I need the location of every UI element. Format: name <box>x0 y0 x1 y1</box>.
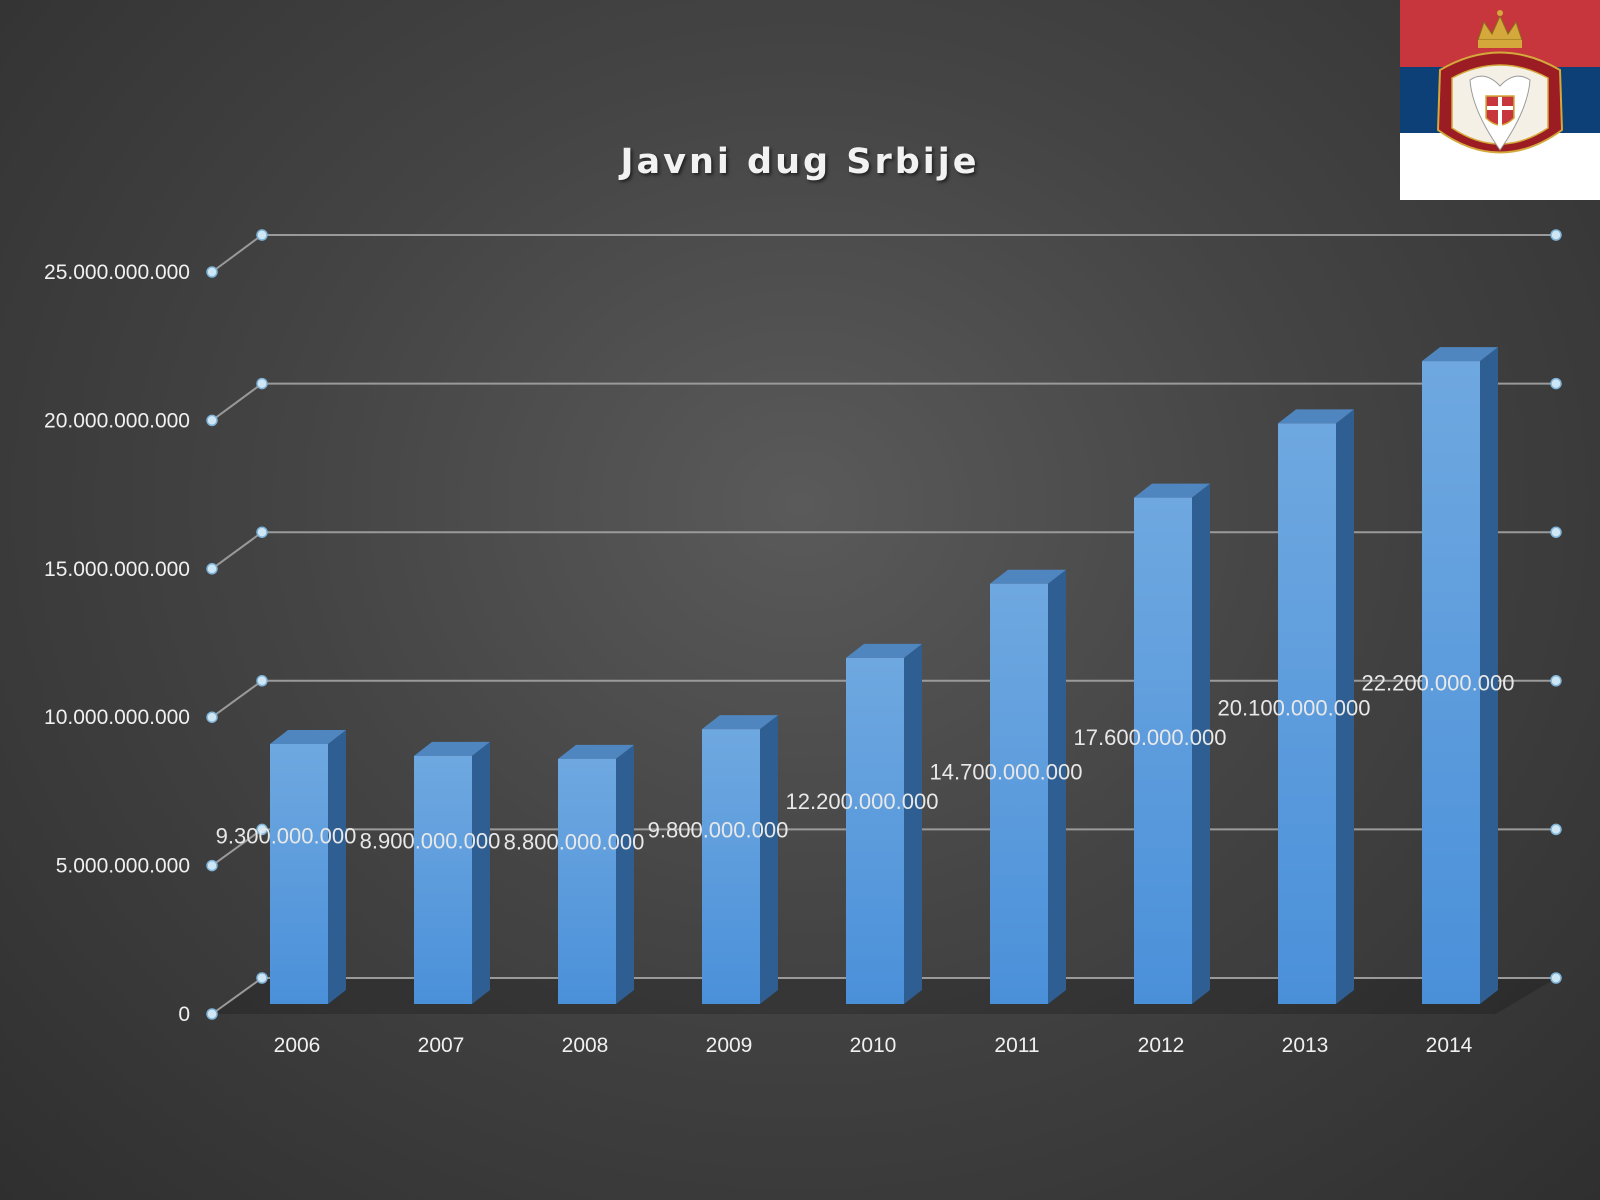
y-tick-label: 10.000.000.000 <box>44 706 190 729</box>
bar-top <box>1278 409 1354 424</box>
data-label: 8.800.000.000 <box>504 830 645 855</box>
bar <box>846 657 904 1004</box>
bar-side <box>760 715 778 1004</box>
bar <box>270 743 328 1004</box>
gridline-marker <box>206 563 218 575</box>
y-tick-label: 25.000.000.000 <box>44 261 190 284</box>
data-label: 12.200.000.000 <box>786 789 939 814</box>
gridline-marker <box>1550 823 1562 836</box>
bar-side <box>472 741 490 1004</box>
gridline-marker <box>206 711 218 723</box>
y-tick-label: 0 <box>178 1003 190 1026</box>
y-tick-label: 15.000.000.000 <box>44 558 190 581</box>
gridline-marker <box>256 229 268 241</box>
data-label: 14.700.000.000 <box>930 759 1083 784</box>
data-label: 17.600.000.000 <box>1074 725 1227 750</box>
x-tick-label: 2011 <box>994 1034 1039 1057</box>
bar-top <box>990 569 1066 584</box>
gridline-marker <box>1550 972 1562 984</box>
bar-top <box>558 744 634 759</box>
gridline-marker <box>1550 229 1562 241</box>
bar-top <box>1422 347 1498 362</box>
bar-top <box>702 715 778 730</box>
bar <box>1278 423 1336 1004</box>
gridline-connector <box>211 828 263 867</box>
y-tick-label: 5.000.000.000 <box>56 855 190 878</box>
bar-side <box>616 744 634 1004</box>
x-tick-label: 2012 <box>1138 1034 1185 1057</box>
gridline-marker <box>206 1008 218 1020</box>
data-label: 20.100.000.000 <box>1218 695 1371 720</box>
x-tick-label: 2013 <box>1282 1034 1329 1057</box>
bar-top <box>414 741 490 756</box>
gridline-marker <box>256 675 268 687</box>
gridline-marker <box>1550 526 1562 538</box>
x-tick-label: 2014 <box>1426 1034 1473 1057</box>
gridline-marker <box>1550 675 1562 687</box>
gridline-marker <box>256 526 268 538</box>
data-label: 9.800.000.000 <box>648 818 789 843</box>
bar-side <box>904 643 922 1004</box>
gridline-connector <box>211 531 263 570</box>
gridline-marker <box>256 972 268 984</box>
serbia-flag-icon <box>1400 0 1600 200</box>
gridline-marker <box>256 823 268 836</box>
gridline-marker <box>206 266 218 278</box>
bar-top <box>846 643 922 658</box>
data-label: 22.200.000.000 <box>1362 670 1515 695</box>
bar <box>558 758 616 1004</box>
bar <box>702 729 760 1004</box>
gridline-connector <box>211 234 263 273</box>
bar <box>990 583 1048 1004</box>
bar-side <box>328 729 346 1004</box>
bar-top <box>270 729 346 744</box>
gridline-marker <box>256 377 268 390</box>
gridline-marker <box>206 859 218 872</box>
bar-side <box>1336 409 1354 1004</box>
bar-side <box>1048 569 1066 1004</box>
x-tick-label: 2008 <box>562 1034 609 1057</box>
gridline-marker <box>206 414 218 427</box>
data-label: 9.300.000.000 <box>216 824 357 849</box>
x-tick-label: 2006 <box>274 1034 321 1057</box>
bar-side <box>1192 483 1210 1005</box>
x-tick-label: 2007 <box>418 1034 465 1057</box>
data-label: 8.900.000.000 <box>360 828 501 853</box>
gridline-connector <box>211 977 263 1015</box>
gridline-connector <box>211 382 263 422</box>
y-tick-label: 20.000.000.000 <box>44 409 190 432</box>
chart-title: Javni dug Srbije <box>620 142 980 182</box>
bar <box>1134 497 1192 1004</box>
bar <box>414 755 472 1004</box>
x-tick-label: 2010 <box>850 1034 897 1057</box>
bar-side <box>1480 347 1498 1004</box>
bar <box>1422 361 1480 1004</box>
gridline-marker <box>1550 377 1562 390</box>
bar-top <box>1134 483 1210 498</box>
x-tick-label: 2009 <box>706 1034 753 1057</box>
gridline-connector <box>211 679 263 719</box>
